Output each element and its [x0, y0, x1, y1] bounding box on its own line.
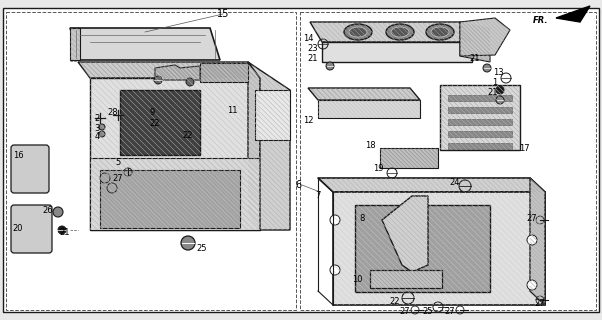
Circle shape [326, 62, 334, 70]
Polygon shape [355, 205, 490, 292]
Polygon shape [78, 62, 260, 78]
Text: 14: 14 [303, 34, 313, 43]
Polygon shape [530, 178, 545, 305]
Polygon shape [318, 100, 420, 118]
Polygon shape [556, 6, 590, 22]
Text: 24: 24 [450, 178, 461, 187]
Polygon shape [460, 18, 510, 56]
Text: 16: 16 [13, 150, 23, 159]
Text: 11: 11 [227, 106, 237, 115]
Text: 8: 8 [359, 213, 365, 222]
Text: 25: 25 [197, 244, 207, 252]
Ellipse shape [349, 27, 367, 37]
Polygon shape [120, 90, 200, 155]
Polygon shape [90, 158, 260, 230]
Polygon shape [155, 65, 200, 80]
Bar [448, 143, 512, 149]
Circle shape [99, 131, 105, 137]
Text: 27: 27 [400, 308, 411, 316]
Text: 22: 22 [183, 131, 193, 140]
Polygon shape [308, 88, 420, 100]
Text: 27: 27 [535, 300, 545, 308]
Text: 20: 20 [13, 223, 23, 233]
Circle shape [107, 183, 117, 193]
Polygon shape [460, 22, 490, 62]
Circle shape [186, 78, 194, 86]
Bar [448, 107, 512, 113]
Ellipse shape [386, 24, 414, 40]
Text: 25: 25 [423, 308, 433, 316]
Circle shape [100, 173, 110, 183]
Polygon shape [248, 62, 260, 230]
Polygon shape [100, 170, 240, 228]
Polygon shape [248, 62, 290, 230]
Circle shape [330, 215, 340, 225]
Circle shape [154, 76, 162, 84]
Circle shape [58, 226, 66, 234]
Circle shape [483, 64, 491, 72]
Circle shape [496, 86, 504, 94]
Circle shape [527, 280, 537, 290]
Circle shape [330, 265, 340, 275]
Bar [6, 12, 296, 310]
Polygon shape [310, 22, 472, 42]
Text: FR.: FR. [533, 15, 548, 25]
Circle shape [527, 235, 537, 245]
Polygon shape [200, 63, 248, 82]
Text: 17: 17 [519, 143, 529, 153]
Text: 22: 22 [150, 118, 160, 127]
Circle shape [496, 96, 504, 104]
Text: 6: 6 [296, 180, 302, 190]
Ellipse shape [426, 24, 454, 40]
Ellipse shape [391, 27, 409, 37]
Text: 10: 10 [353, 276, 363, 284]
Text: 9: 9 [149, 108, 155, 116]
FancyBboxPatch shape [11, 145, 49, 193]
Polygon shape [318, 178, 545, 192]
Text: 2: 2 [95, 114, 99, 123]
Text: 21: 21 [308, 53, 318, 62]
Text: 23: 23 [308, 44, 318, 52]
Bar [300, 12, 596, 310]
Text: 13: 13 [492, 68, 503, 76]
Polygon shape [322, 42, 472, 62]
Polygon shape [382, 196, 428, 272]
Text: 27: 27 [527, 213, 538, 222]
Text: 12: 12 [303, 116, 313, 124]
Text: 1: 1 [492, 77, 498, 86]
Text: 26: 26 [43, 205, 54, 214]
Text: 22: 22 [389, 298, 400, 307]
FancyBboxPatch shape [11, 205, 52, 253]
Text: 3: 3 [95, 124, 100, 132]
Bar [448, 131, 512, 137]
Ellipse shape [344, 24, 372, 40]
Text: 21: 21 [470, 53, 480, 62]
Circle shape [181, 236, 195, 250]
Polygon shape [70, 28, 220, 60]
Text: 21: 21 [60, 228, 70, 236]
Text: 21: 21 [488, 87, 498, 97]
Bar [380, 148, 438, 168]
Polygon shape [70, 28, 80, 60]
Text: 27: 27 [445, 308, 455, 316]
Polygon shape [255, 90, 290, 140]
Circle shape [53, 207, 63, 217]
Text: 27: 27 [113, 173, 123, 182]
Polygon shape [90, 78, 260, 230]
Text: 18: 18 [365, 140, 375, 149]
Circle shape [99, 124, 105, 130]
Text: 5: 5 [116, 157, 120, 166]
Text: 15: 15 [217, 9, 229, 19]
Bar [448, 95, 512, 101]
Text: 4: 4 [95, 132, 99, 140]
Bar [370, 270, 442, 288]
Polygon shape [333, 192, 545, 305]
Text: 28: 28 [108, 108, 119, 116]
Bar [448, 119, 512, 125]
Text: 7: 7 [315, 190, 321, 199]
Ellipse shape [431, 27, 449, 37]
Text: 19: 19 [373, 164, 383, 172]
Polygon shape [440, 85, 520, 150]
